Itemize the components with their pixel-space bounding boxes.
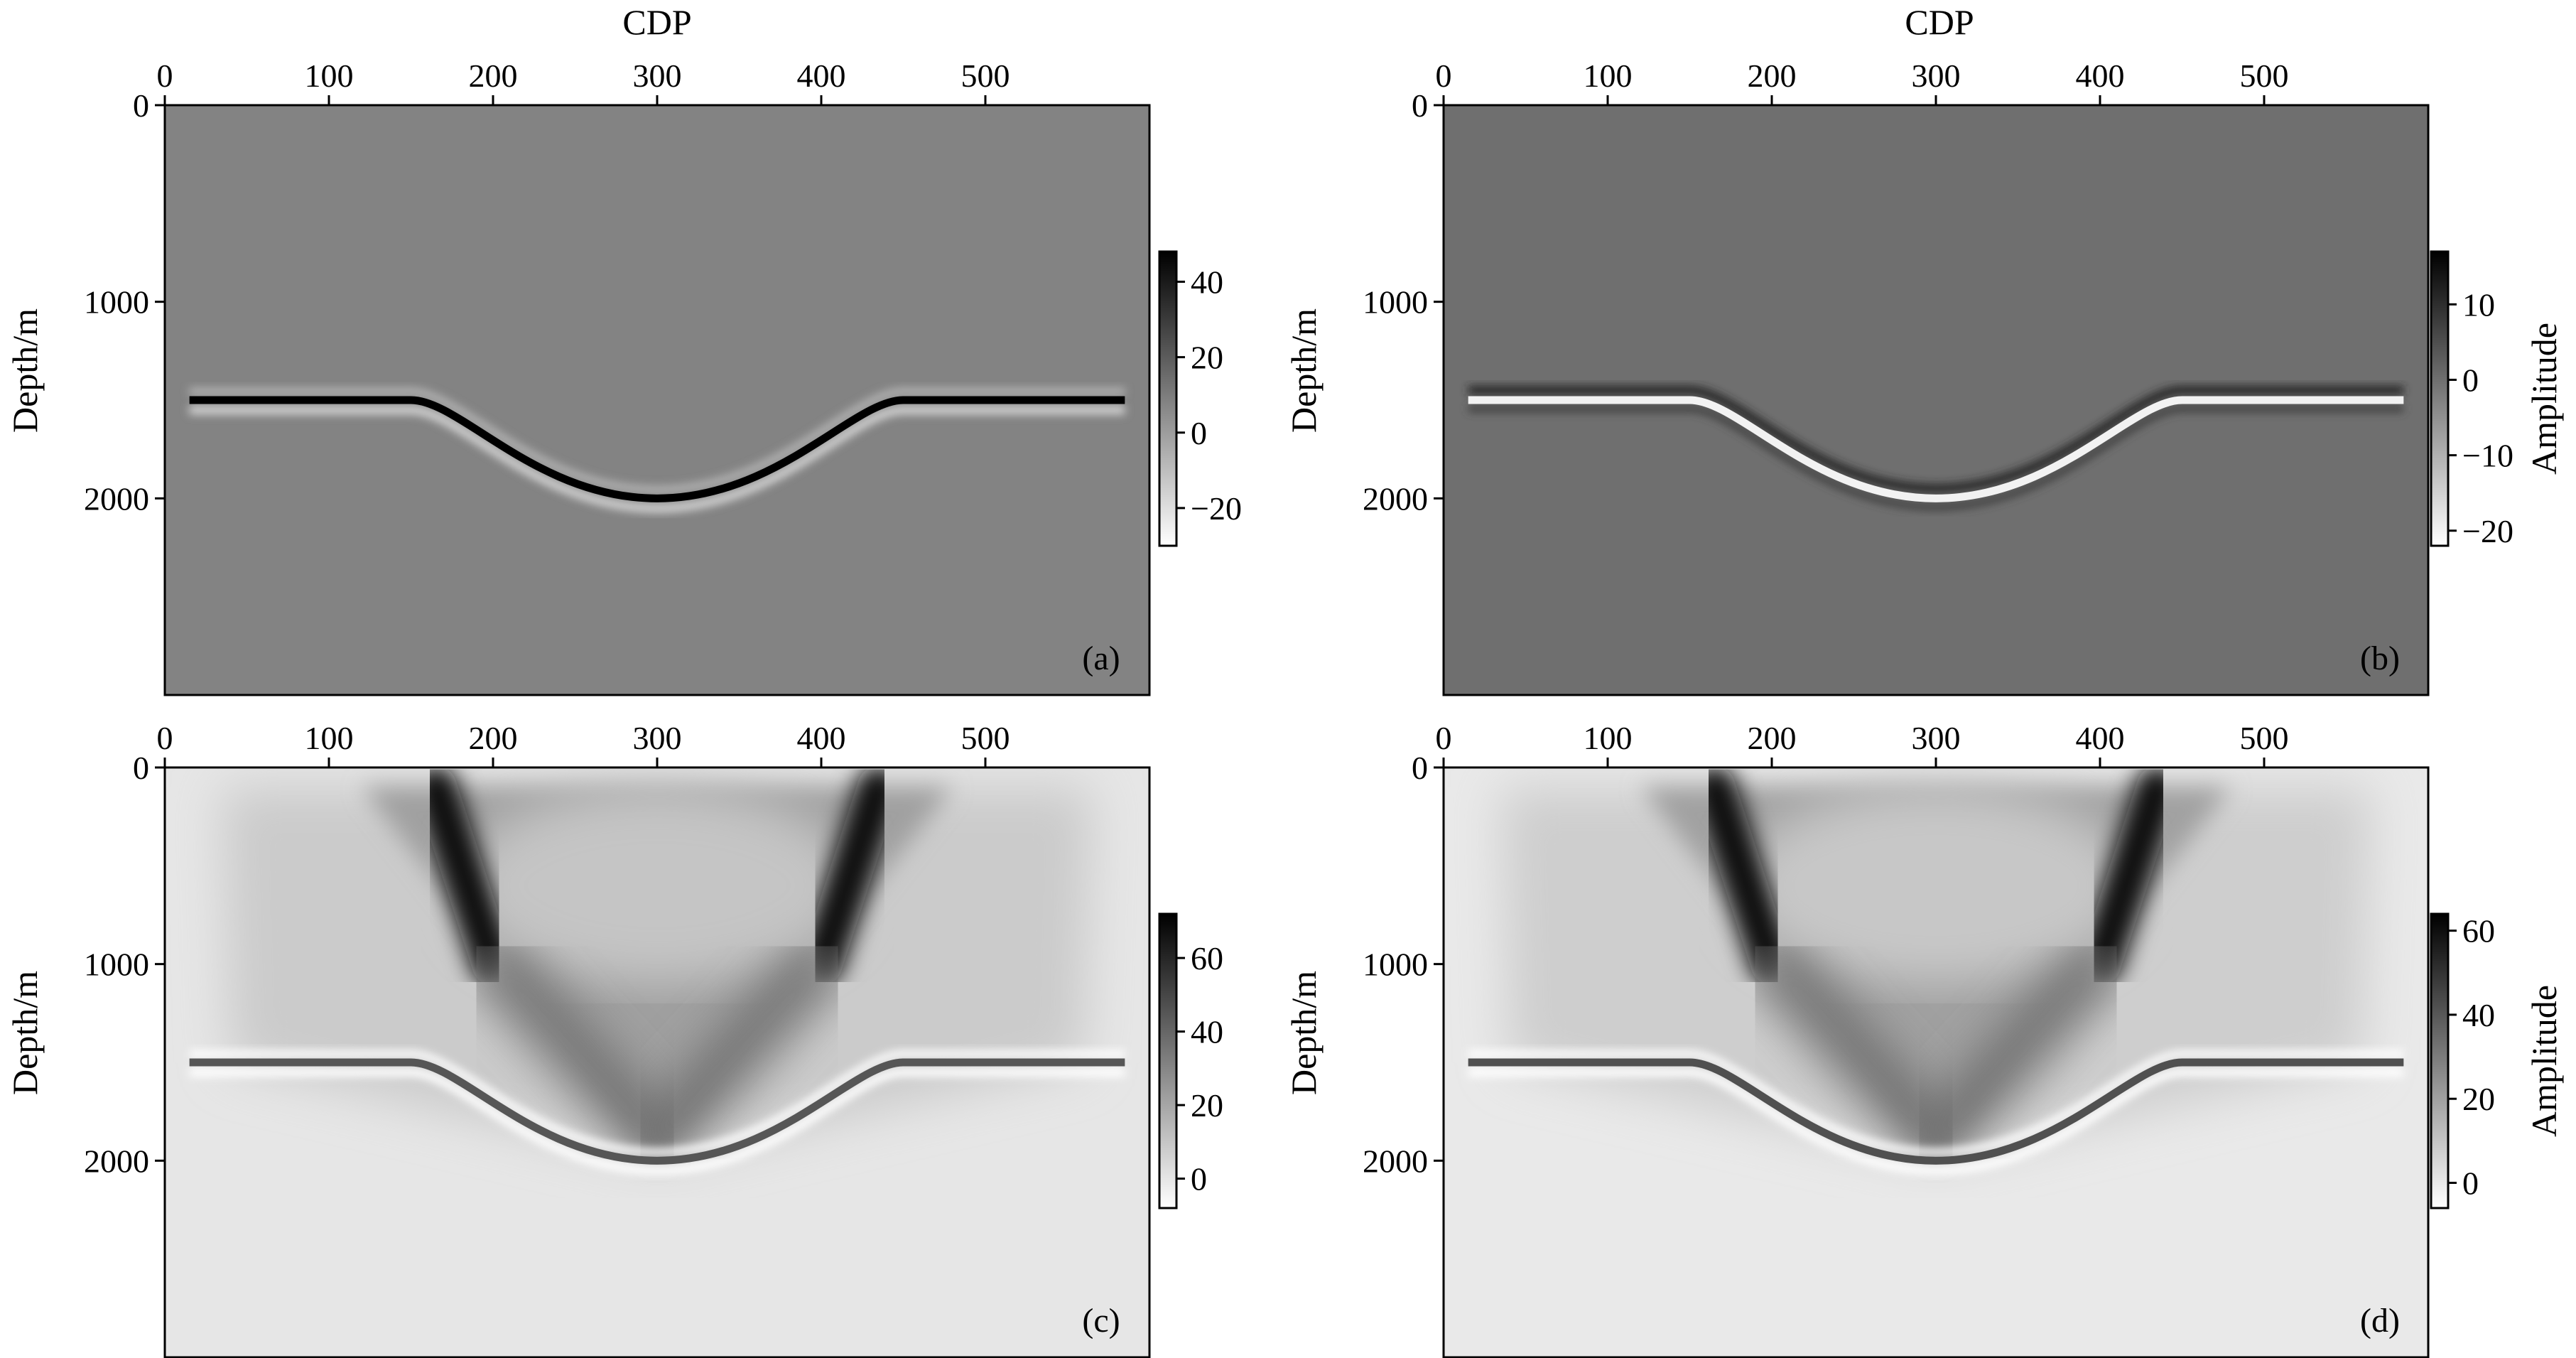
panel-c: 0 100 200 300 400 500010002000Depth/m(c)60402… xyxy=(5,720,1223,1358)
heatmap-image xyxy=(165,767,1149,1357)
y-axis-title: Depth/m xyxy=(5,308,45,433)
x-tick-label: 300 xyxy=(633,58,682,94)
panel-d: 0 100 200 300 400 500010002000Depth/m(d)60402… xyxy=(1284,720,2564,1358)
y-tick-label: 0 xyxy=(1412,87,1428,124)
x-axis-ticks: 0 100 200 300 400 500 xyxy=(1436,720,2289,767)
y-tick-label: 1000 xyxy=(1363,947,1428,983)
x-tick-label: 200 xyxy=(469,58,518,94)
x-tick-label: 500 xyxy=(2240,58,2289,94)
colorbar-tick-label: −20 xyxy=(2462,513,2513,549)
colorbar-tick-label: 10 xyxy=(2462,286,2495,323)
panel-a: 0 100 200 300 400 500010002000Depth/m(a)40200… xyxy=(5,58,1242,696)
colorbar-tick-label: 40 xyxy=(2462,997,2495,1033)
y-axis-title: Depth/m xyxy=(5,971,45,1095)
y-tick-label: 0 xyxy=(133,87,149,124)
x-tick-label: 100 xyxy=(1584,58,1633,94)
y-axis-ticks: 0 1000 2000 xyxy=(84,87,165,517)
colorbar-tick-label: 20 xyxy=(1191,340,1223,376)
y-tick-label: 1000 xyxy=(1363,284,1428,320)
y-axis-ticks: 0 1000 2000 xyxy=(1363,87,1444,517)
colorbar-tick-label: 0 xyxy=(1191,415,1207,451)
colorbar: 40 20 0 −20 xyxy=(1158,250,1242,547)
panel-label: (d) xyxy=(2360,1302,2400,1340)
x-tick-label: 100 xyxy=(305,58,354,94)
colorbar-tick-label: 60 xyxy=(1191,940,1223,976)
x-tick-label: 300 xyxy=(633,720,682,756)
x-tick-label: 200 xyxy=(469,720,518,756)
x-axis-ticks: 0 100 200 300 400 500 xyxy=(157,720,1010,767)
bowl-reflector xyxy=(1468,1050,2404,1175)
colorbar-tick-label: 60 xyxy=(2462,913,2495,949)
colorbar-ramp xyxy=(1158,912,1178,1209)
colorbar-tick-label: 0 xyxy=(2462,362,2479,398)
top-axis-title-left: CDP xyxy=(622,2,691,42)
x-tick-label: 500 xyxy=(961,58,1010,94)
x-tick-label: 200 xyxy=(1748,58,1797,94)
y-tick-label: 2000 xyxy=(84,1143,149,1179)
y-axis-title: Depth/m xyxy=(1284,308,1324,433)
x-tick-label: 100 xyxy=(1584,720,1633,756)
bowl-reflector xyxy=(1468,386,2404,511)
x-tick-label: 200 xyxy=(1748,720,1797,756)
x-tick-label: 400 xyxy=(797,58,846,94)
bowl-reflector xyxy=(189,1050,1125,1175)
heatmap-image xyxy=(1444,105,2428,695)
y-axis-ticks: 0 1000 2000 xyxy=(84,750,165,1179)
colorbar-tick-label: 20 xyxy=(1191,1087,1223,1123)
x-tick-label: 0 xyxy=(1436,720,1452,756)
y-tick-label: 2000 xyxy=(84,480,149,517)
x-tick-label: 400 xyxy=(2076,720,2125,756)
colorbar-tick-label: 0 xyxy=(2462,1165,2479,1202)
colorbar: 60 40 20 0 xyxy=(1158,912,1223,1209)
colorbar-tick-label: 20 xyxy=(2462,1081,2495,1117)
x-tick-label: 100 xyxy=(305,720,354,756)
colorbar: 60 40 20 0 Amplitude xyxy=(2430,912,2564,1209)
x-tick-label: 0 xyxy=(157,720,173,756)
x-axis-ticks: 0 100 200 300 400 500 xyxy=(157,58,1010,105)
colorbar-tick-label: −20 xyxy=(1191,490,1242,527)
colorbar-ramp xyxy=(2430,250,2450,547)
y-axis-title: Depth/m xyxy=(1284,971,1324,1095)
y-tick-label: 1000 xyxy=(84,947,149,983)
colorbar-title: Amplitude xyxy=(2524,985,2564,1137)
x-tick-label: 400 xyxy=(797,720,846,756)
y-tick-label: 2000 xyxy=(1363,1143,1428,1179)
x-tick-label: 500 xyxy=(961,720,1010,756)
heatmap-image xyxy=(1444,767,2428,1357)
x-tick-label: 300 xyxy=(1912,58,1961,94)
bowl-reflector xyxy=(189,388,1125,513)
x-axis-ticks: 0 100 200 300 400 500 xyxy=(1436,58,2289,105)
y-axis-ticks: 0 1000 2000 xyxy=(1363,750,1444,1179)
x-tick-label: 0 xyxy=(1436,58,1452,94)
y-tick-label: 0 xyxy=(1412,750,1428,786)
colorbar-tick-label: −10 xyxy=(2462,438,2513,474)
panel-label: (a) xyxy=(1082,640,1120,677)
panel-label: (b) xyxy=(2360,640,2400,677)
colorbar-tick-label: 0 xyxy=(1191,1161,1207,1197)
y-tick-label: 1000 xyxy=(84,284,149,320)
heatmap-image xyxy=(165,105,1149,695)
y-tick-label: 2000 xyxy=(1363,480,1428,517)
top-axis-title-right: CDP xyxy=(1905,2,1974,42)
panel-b: 0 100 200 300 400 500010002000Depth/m(b)100−1… xyxy=(1284,58,2564,696)
colorbar-ramp xyxy=(1158,250,1178,547)
colorbar-title: Amplitude xyxy=(2524,323,2564,475)
colorbar-tick-label: 40 xyxy=(1191,1014,1223,1050)
x-tick-label: 0 xyxy=(157,58,173,94)
colorbar-ramp xyxy=(2430,912,2450,1209)
x-tick-label: 300 xyxy=(1912,720,1961,756)
x-tick-label: 400 xyxy=(2076,58,2125,94)
colorbar-tick-label: 40 xyxy=(1191,264,1223,300)
x-tick-label: 500 xyxy=(2240,720,2289,756)
y-tick-label: 0 xyxy=(133,750,149,786)
panel-label: (c) xyxy=(1082,1302,1120,1340)
colorbar: 10 0 −10 −20 Amplitude xyxy=(2430,250,2564,549)
